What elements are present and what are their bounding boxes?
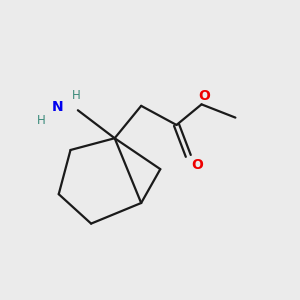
Text: H: H (37, 114, 45, 127)
Text: O: O (191, 158, 203, 172)
Text: N: N (51, 100, 63, 114)
Text: O: O (199, 88, 210, 103)
Text: H: H (72, 89, 81, 102)
